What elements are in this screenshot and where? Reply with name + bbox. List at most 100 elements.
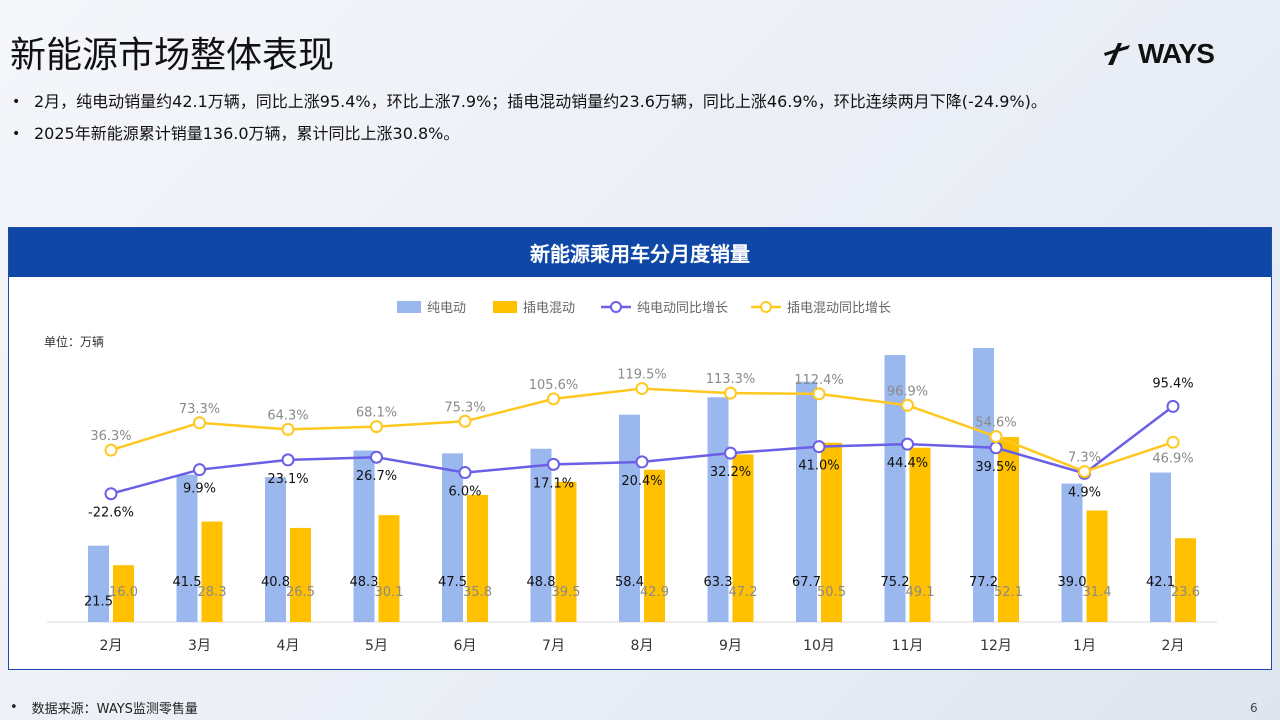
point-label-bev-growth: 9.9% [183,482,216,497]
bar-bev [530,448,552,622]
bar-bev [265,477,286,622]
point-label-bev-growth: 26.7% [356,469,397,484]
point-bev-growth [547,457,560,471]
x-tick-label: 9月 [719,638,742,654]
point-bev-growth [812,440,826,454]
bar-label-bev: 41.5 [173,575,202,590]
point-label-bev-growth: 39.5% [975,460,1016,475]
bullet-item: • 2025年新能源累计销量136.0万辆，累计同比上涨30.8%。 [12,124,1272,144]
point-phev-growth [812,387,826,401]
ways-logo-icon [1104,43,1130,65]
x-tick-label: 12月 [980,638,1012,654]
point-phev-growth [458,414,472,428]
point-phev-growth [547,392,560,406]
point-bev-growth [989,441,1003,455]
bar-phev [909,447,931,622]
bar-phev [1086,510,1108,622]
bullet-item: • 2月，纯电动销量约42.1万辆，同比上涨95.4%，环比上涨7.9%；插电混… [12,92,1272,112]
point-label-phev-growth: 54.6% [975,416,1016,431]
point-phev-growth [104,443,118,457]
x-tick-label: 3月 [188,638,211,654]
point-phev-growth [1078,465,1091,479]
bar-label-phev: 47.2 [729,585,758,600]
page-number: 6 [1250,701,1258,715]
bar-bev [884,355,906,622]
page-title: 新能源市场整体表现 [10,35,335,76]
x-tick-label: 7月 [542,638,565,654]
footer: • 数据来源：WAYS监测零售量 [10,698,198,717]
bar-phev [201,521,223,622]
bar-label-bev: 48.3 [350,575,379,590]
bar-phev [378,515,400,622]
x-tick-label: 4月 [277,638,300,654]
bar-phev [998,437,1019,622]
bar-label-phev: 39.5 [552,585,581,600]
legend-swatch-0 [397,301,421,313]
point-label-bev-growth: 41.0% [798,459,839,474]
bar-phev [732,454,754,622]
point-bev-growth [370,450,383,464]
bar-phev [821,442,842,622]
point-bev-growth [193,463,206,477]
point-label-phev-growth: 7.3% [1068,451,1101,466]
point-bev-growth [635,455,649,469]
bar-label-bev: 58.4 [615,575,644,590]
point-phev-growth [370,420,383,434]
point-label-phev-growth: 96.9% [887,384,928,399]
bar-phev [467,494,488,622]
bar-bev [796,381,817,622]
bar-label-phev: 31.4 [1083,585,1112,600]
bar-label-bev: 39.0 [1058,575,1087,590]
point-label-bev-growth: 44.4% [887,456,928,471]
bar-label-phev: 52.1 [994,585,1023,600]
point-label-bev-growth: 95.4% [1152,376,1193,391]
source-note: 数据来源：WAYS监测零售量 [31,702,198,717]
point-label-phev-growth: 46.9% [1152,451,1193,466]
bar-label-phev: 26.5 [286,585,315,600]
bullet-dot-icon: • [12,126,21,142]
point-label-bev-growth: 4.9% [1068,485,1101,500]
point-label-phev-growth: 64.3% [267,408,308,423]
bar-bev [88,545,109,622]
bar-label-bev: 47.5 [438,575,467,590]
bar-label-phev: 42.9 [640,585,669,600]
x-tick-label: 2月 [1162,638,1185,654]
point-bev-growth [724,446,737,460]
point-label-phev-growth: 119.5% [617,368,667,383]
point-label-bev-growth: 20.4% [621,474,662,489]
point-label-phev-growth: 68.1% [356,406,397,421]
bar-label-phev: 23.6 [1171,585,1200,600]
bar-bev [353,450,375,622]
point-label-phev-growth: 105.6% [529,378,579,393]
bar-phev [644,469,665,622]
bar-label-phev: 49.1 [906,585,935,600]
bar-label-bev: 77.2 [969,575,998,590]
point-bev-growth [104,487,118,501]
bar-label-bev: 63.3 [704,575,733,590]
point-phev-growth [1166,435,1180,449]
point-label-phev-growth: 75.3% [444,400,485,415]
x-tick-label: 11月 [892,638,924,654]
bar-label-bev: 75.2 [881,575,910,590]
point-phev-growth [901,398,914,412]
bar-phev [290,527,311,622]
bar-bev [1150,472,1171,622]
point-phev-growth [724,386,737,400]
bar-label-bev: 40.8 [261,575,290,590]
ways-logo: WAYS [1100,36,1220,72]
bar-bev [442,453,463,622]
point-label-bev-growth: 17.1% [533,476,574,491]
point-label-phev-growth: 36.3% [90,429,131,444]
x-tick-label: 6月 [454,638,477,654]
footer-bullet-icon: • [10,700,18,715]
bar-label-bev: 67.7 [792,575,821,590]
legend-label-2: 纯电动同比增长 [637,301,728,316]
point-label-phev-growth: 113.3% [706,372,756,387]
bar-label-phev: 30.1 [375,585,404,600]
legend-marker-3 [760,301,772,313]
bullet-text: 2月，纯电动销量约42.1万辆，同比上涨95.4%，环比上涨7.9%；插电混动销… [34,92,1047,111]
bar-label-bev: 48.8 [527,575,556,590]
bar-bev [1061,483,1083,622]
x-tick-label: 8月 [631,638,654,654]
bar-phev [113,565,134,622]
